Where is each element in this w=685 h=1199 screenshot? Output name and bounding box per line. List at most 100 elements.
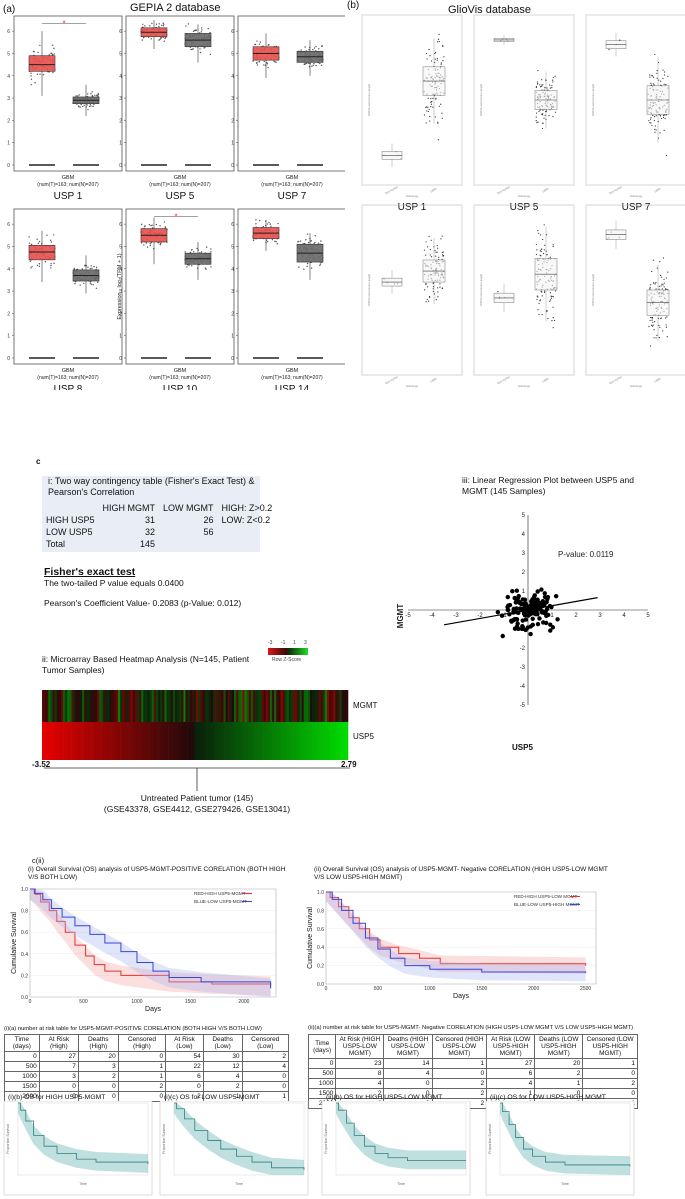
gepia-point [298,266,300,268]
heatmap-cell-mgmt [219,690,222,722]
gepia-point [269,223,271,225]
risk-cell: 7 [38,1061,79,1072]
gepia-star: * [62,19,65,28]
heatmap-cell-usp5 [282,722,285,760]
gliovis-point [541,114,543,116]
heatmap-cell-mgmt [139,690,142,722]
gliovis-point [539,254,541,256]
heatmap-cell-usp5 [79,722,83,760]
heatmap-cell-usp5 [111,722,115,760]
mini-curve [18,1102,149,1165]
heatmap-cell-mgmt [162,690,165,722]
heatmap-cell-usp5 [345,722,349,760]
heatmap-cell-mgmt [153,690,157,722]
heatmap-cell-usp5 [181,722,184,760]
heatmap-cell-mgmt [191,690,195,722]
gepia-point [255,223,257,225]
gepia-group: GBM [174,175,187,181]
mini-frame [485,1101,635,1196]
gliovis-point [539,109,541,111]
gepia-point [306,233,309,235]
gepia-point [159,225,161,227]
gepia-point [30,75,32,77]
risk-cell: 4 [202,1071,243,1082]
heatmap-cell-usp5 [69,722,72,760]
heatmap-cell-mgmt [98,690,102,722]
heatmap-cell-mgmt [331,690,334,722]
heatmap-cell-usp5 [305,722,309,760]
gliovis-point [663,71,666,73]
gepia-point [28,236,30,238]
heatmap-cell-usp5 [276,722,279,760]
gliovis-point [435,255,437,257]
heatmap-cell-usp5 [73,722,77,760]
heatmap-row-mgmt: MGMT [353,701,378,710]
gliovis-point [650,324,653,326]
gepia-point [77,95,79,97]
gepia-point [90,105,92,107]
heatmap-cell-mgmt [69,690,72,722]
gepia-point [91,94,93,97]
mini-curve [336,1102,466,1161]
heatmap-cell-mgmt [217,690,220,722]
risk-cell: 1500 [4,1081,40,1092]
gepia-point [162,22,164,24]
gliovis-xlabel: Histology [630,384,643,388]
heatmap-cell-mgmt [82,690,85,722]
gliovis-point [438,258,440,260]
gliovis-point [548,115,550,117]
fisher-p: The two-tailed P value equals 0.0400 [44,578,184,588]
risk-row: 0 23 14 1 27 20 1 [307,1058,638,1069]
heatmap-cell-mgmt [333,690,336,722]
gliovis-point [649,122,651,124]
gepia-tick-label: 4 [119,74,122,80]
heatmap-cell-usp5 [86,722,89,760]
gepia-point [97,95,99,97]
heatmap-cell-mgmt [221,690,224,722]
reg-point [544,613,549,619]
risk-header: At Risk (LOW USP5-HIGH MGMT) [486,1034,536,1059]
gliovis-xlabel: Histology [518,384,531,388]
gliovis-point [549,87,552,89]
reg-x-tick: 4 [622,613,626,619]
gliovis-title: GlioVis database [448,4,531,16]
gepia-point [42,74,45,76]
gepia-point [78,94,80,96]
gliovis-point [430,101,432,103]
ct-cell: LOW USP5 [46,527,93,537]
heatmap-cell-mgmt [77,690,81,722]
heatmap-cell-usp5 [139,722,142,760]
gliovis-point [423,114,426,116]
gliovis-point [442,60,444,62]
heatmap-cell-mgmt [90,690,93,722]
km-x-tick: 1000 [131,999,142,1005]
risk-right-title: (ii)(a) number at risk table for USP5-MG… [308,1025,634,1031]
heatmap-cell-mgmt [318,690,321,722]
gliovis-point [656,334,658,336]
heatmap-cell-usp5 [274,722,277,760]
gliovis-point [442,251,444,253]
gepia-tick-label: 2 [7,311,10,317]
gepia-point [297,241,299,243]
risk-cell: 2 [534,1068,584,1079]
heatmap-cell-usp5 [257,722,260,760]
gepia-point [144,225,146,227]
risk-header: At Risk (Low) [165,1034,204,1052]
gliovis-point [653,329,655,331]
gepia-point [305,239,307,241]
gepia-point [299,240,302,242]
gliovis-point [428,108,430,110]
ct-h3: HIGH: Z>0.2 [221,503,273,513]
gliovis-point [441,235,443,237]
tumor-caption: Untreated Patient tumor (145) (GSE43378,… [42,793,352,815]
gepia-point [53,47,55,50]
reg-point [528,631,533,637]
km-curve [30,888,272,987]
reg-point [505,594,510,600]
gliovis-point [430,106,432,108]
gliovis-point [543,290,546,292]
gliovis-xcat: Non-tumor [384,375,398,386]
ct-cell: HIGH USP5 [46,515,95,525]
mini-xlabel: Time [235,1182,243,1186]
gepia-point [49,239,52,242]
